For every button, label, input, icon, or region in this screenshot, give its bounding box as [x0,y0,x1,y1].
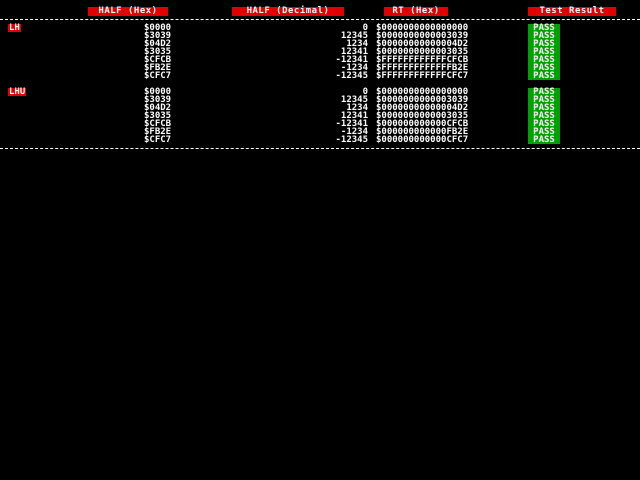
rt-hex-cell: $FFFFFFFFFFFFCFC7 [376,71,469,81]
half-hex-cell: $04D2 [144,103,172,113]
half-hex-cell: $FB2E [144,63,172,73]
half-hex-cell: $CFC7 [144,71,172,81]
half-decimal-cell: 12345 [340,31,368,41]
half-decimal-cell: -12345 [335,71,368,81]
rt-hex-cell: $000000000000CFC7 [376,135,469,145]
rt-hex-cell: $0000000000003039 [376,31,469,41]
header-half-hex: HALF (Hex) [88,7,168,16]
half-decimal-cell: -12345 [335,135,368,145]
group-lhu-rows: $0000 0 $0000000000000000 PASS $3039 123… [0,87,640,145]
bottom-divider [0,148,640,149]
half-decimal-cell: -1234 [340,63,368,73]
header-half-decimal: HALF (Decimal) [232,7,344,16]
result-badge: PASS [528,24,560,33]
half-decimal-cell: -12341 [335,55,368,65]
header-rt-hex: RT (Hex) [384,7,448,16]
half-hex-cell: $3035 [144,47,172,57]
table-row: $04D2 1234 $00000000000004D2 PASS [0,39,640,49]
rt-hex-cell: $0000000000000000 [376,87,469,97]
half-decimal-cell: -12341 [335,119,368,129]
result-badge: PASS [528,40,560,49]
table-row: $CFC7 -12345 $FFFFFFFFFFFFCFC7 PASS [0,71,640,81]
half-decimal-cell: 1234 [346,39,368,49]
half-hex-cell: $3039 [144,95,172,105]
half-hex-cell: $04D2 [144,39,172,49]
half-decimal-cell: 0 [362,87,368,97]
half-hex-cell: $3039 [144,31,172,41]
table-row: $3035 12341 $0000000000003035 PASS [0,47,640,57]
table-row: $3039 12345 $0000000000003039 PASS [0,95,640,105]
result-badge: PASS [528,112,560,121]
table-row: $04D2 1234 $00000000000004D2 PASS [0,103,640,113]
result-badge: PASS [528,120,560,129]
result-badge: PASS [528,88,560,97]
group-label-lh: LH [8,23,21,33]
half-hex-cell: $CFC7 [144,135,172,145]
rt-hex-cell: $0000000000003035 [376,47,469,57]
half-decimal-cell: 12345 [340,95,368,105]
table-row: $0000 0 $0000000000000000 PASS [0,23,640,33]
result-badge: PASS [528,56,560,65]
half-hex-cell: $3035 [144,111,172,121]
group-label-lhu: LHU [8,87,27,97]
half-decimal-cell: 1234 [346,103,368,113]
result-badge: PASS [528,136,560,145]
rt-hex-cell: $FFFFFFFFFFFFCFCB [376,55,469,65]
result-badge: PASS [528,104,560,113]
table-row: $3039 12345 $0000000000003039 PASS [0,31,640,41]
table-row: $3035 12341 $0000000000003035 PASS [0,111,640,121]
half-decimal-cell: 0 [362,23,368,33]
half-hex-cell: $0000 [144,23,172,33]
half-hex-cell: $0000 [144,87,172,97]
half-decimal-cell: -1234 [340,127,368,137]
header-test-result: Test Result [528,7,616,16]
result-badge: PASS [528,64,560,73]
table-row: $0000 0 $0000000000000000 PASS [0,87,640,97]
result-badge: PASS [528,72,560,81]
half-hex-cell: $CFCB [144,119,172,129]
rt-hex-cell: $0000000000003035 [376,111,469,121]
table-row: $CFC7 -12345 $000000000000CFC7 PASS [0,135,640,145]
top-divider [0,19,640,20]
half-decimal-cell: 12341 [340,111,368,121]
rt-hex-cell: $00000000000004D2 [376,103,469,113]
result-badge: PASS [528,128,560,137]
table-row: $CFCB -12341 $000000000000CFCB PASS [0,119,640,129]
rt-hex-cell: $0000000000000000 [376,23,469,33]
rt-hex-cell: $FFFFFFFFFFFFFB2E [376,63,469,73]
half-hex-cell: $CFCB [144,55,172,65]
rt-hex-cell: $0000000000003039 [376,95,469,105]
result-badge: PASS [528,96,560,105]
result-badge: PASS [528,48,560,57]
rt-hex-cell: $000000000000FB2E [376,127,469,137]
table-row: $CFCB -12341 $FFFFFFFFFFFFCFCB PASS [0,55,640,65]
rt-hex-cell: $000000000000CFCB [376,119,469,129]
result-badge: PASS [528,32,560,41]
group-lh-rows: $0000 0 $0000000000000000 PASS $3039 123… [0,23,640,81]
table-row: $FB2E -1234 $FFFFFFFFFFFFFB2E PASS [0,63,640,73]
half-hex-cell: $FB2E [144,127,172,137]
rt-hex-cell: $00000000000004D2 [376,39,469,49]
table-row: $FB2E -1234 $000000000000FB2E PASS [0,127,640,137]
half-decimal-cell: 12341 [340,47,368,57]
